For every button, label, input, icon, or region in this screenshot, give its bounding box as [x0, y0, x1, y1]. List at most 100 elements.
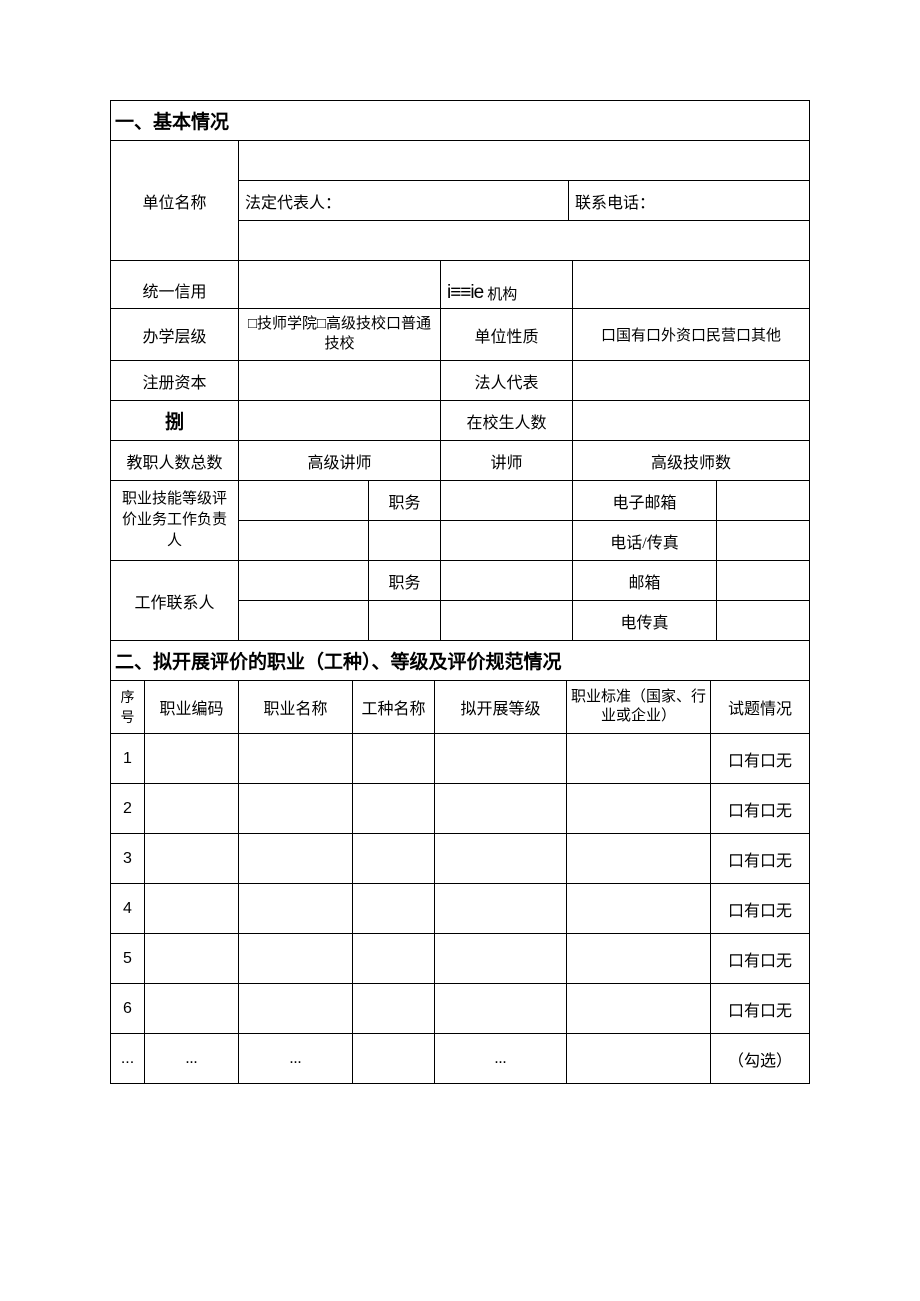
ba-value[interactable]	[239, 401, 441, 441]
col-type: 工种名称	[353, 681, 435, 734]
table-cell-standard[interactable]	[567, 834, 711, 884]
contact-mailbox-value[interactable]	[717, 561, 809, 601]
fax-label: 电传真	[573, 601, 717, 641]
table-cell-seq: 6	[111, 984, 145, 1034]
table-cell-level[interactable]: ...	[435, 1034, 567, 1084]
duty-label-1: 职务	[369, 481, 441, 521]
eval-leader-duty-value[interactable]	[441, 481, 573, 521]
col-code: 职业编码	[145, 681, 239, 734]
table-cell-level[interactable]	[435, 784, 567, 834]
table-cell-standard[interactable]	[567, 784, 711, 834]
table-cell-level[interactable]	[435, 934, 567, 984]
eval-leader-blank3[interactable]	[441, 521, 573, 561]
credit-value[interactable]	[239, 261, 441, 309]
legal-person-value[interactable]	[573, 361, 809, 401]
table-cell-name[interactable]	[239, 984, 353, 1034]
table-cell-name[interactable]	[239, 734, 353, 784]
unit-name-value-top[interactable]	[239, 141, 809, 181]
eval-leader-blank1[interactable]	[239, 521, 369, 561]
table-cell-type[interactable]	[353, 884, 435, 934]
contact-name[interactable]	[239, 561, 369, 601]
table-cell-type[interactable]	[353, 734, 435, 784]
table-row: 2口有口无	[111, 784, 809, 834]
contact-phone-label: 联系电话：	[569, 181, 809, 221]
table-cell-standard[interactable]	[567, 1034, 711, 1084]
eval-leader-blank2[interactable]	[369, 521, 441, 561]
eval-leader-name[interactable]	[239, 481, 369, 521]
contact-label: 工作联系人	[111, 561, 239, 641]
table-cell-exam: 口有口无	[711, 784, 809, 834]
table-row: 6口有口无	[111, 984, 809, 1034]
table-cell-code[interactable]	[145, 984, 239, 1034]
unit-name-label: 单位名称	[111, 141, 239, 261]
students-label: 在校生人数	[441, 401, 573, 441]
contact-fax-value[interactable]	[717, 601, 809, 641]
contact-duty-value[interactable]	[441, 561, 573, 601]
table-cell-name[interactable]	[239, 834, 353, 884]
table-row: 1口有口无	[111, 734, 809, 784]
credit-label: 统一信用	[111, 261, 239, 309]
table-cell-type[interactable]	[353, 984, 435, 1034]
school-level-label: 办学层级	[111, 309, 239, 361]
table-cell-type[interactable]	[353, 834, 435, 884]
table-cell-code[interactable]	[145, 734, 239, 784]
senior-tech-label: 高级技师数	[573, 441, 809, 481]
section2-heading: 二、拟开展评价的职业（工种）、等级及评价规范情况	[111, 641, 809, 681]
table-cell-exam: 口有口无	[711, 834, 809, 884]
phone-fax-label: 电话/传真	[573, 521, 717, 561]
table-row: ............（勾选）	[111, 1034, 809, 1084]
table-cell-name[interactable]: ...	[239, 1034, 353, 1084]
table-cell-standard[interactable]	[567, 934, 711, 984]
table-cell-name[interactable]	[239, 934, 353, 984]
table-cell-name[interactable]	[239, 784, 353, 834]
table-row: 3 口有口无	[111, 834, 809, 884]
school-level-opts[interactable]: □技师学院□高级技校口普通技校	[239, 309, 441, 361]
duty-label-2: 职务	[369, 561, 441, 601]
reg-capital-value[interactable]	[239, 361, 441, 401]
staff-total-label: 教职人数总数	[111, 441, 239, 481]
col-standard: 职业标准（国家、行业或企业）	[567, 681, 711, 734]
unit-name-value-bottom[interactable]	[239, 221, 809, 261]
table-cell-seq: 5	[111, 934, 145, 984]
table-cell-code[interactable]: ...	[145, 1034, 239, 1084]
table-cell-standard[interactable]	[567, 984, 711, 1034]
table-cell-level[interactable]	[435, 984, 567, 1034]
table-body: 1口有口无2口有口无3口有口无4口有口无5口有口无6口有口无..........…	[111, 734, 809, 1084]
col-exam: 试题情况	[711, 681, 809, 734]
table-cell-type[interactable]	[353, 934, 435, 984]
table-cell-standard[interactable]	[567, 734, 711, 784]
contact-blank3[interactable]	[441, 601, 573, 641]
table-cell-code[interactable]	[145, 834, 239, 884]
jigou-value[interactable]	[573, 261, 809, 309]
students-value[interactable]	[573, 401, 809, 441]
table-cell-type[interactable]	[353, 784, 435, 834]
eval-leader-email-value[interactable]	[717, 481, 809, 521]
form-container: 一、基本情况 单位名称 法定代表人： 联系电话： 统一信用 i≡≡ie 机构 办	[110, 100, 810, 1084]
email-label: 电子邮箱	[573, 481, 717, 521]
col-seq: 序号	[111, 681, 145, 734]
contact-blank2[interactable]	[369, 601, 441, 641]
mailbox-label: 邮箱	[573, 561, 717, 601]
table-cell-standard[interactable]	[567, 884, 711, 934]
reg-capital-label: 注册资本	[111, 361, 239, 401]
section1-heading: 一、基本情况	[111, 101, 809, 141]
contact-blank1[interactable]	[239, 601, 369, 641]
unit-nature-label: 单位性质	[441, 309, 573, 361]
table-cell-level[interactable]	[435, 734, 567, 784]
table-cell-level[interactable]	[435, 884, 567, 934]
eval-leader-phonefax-value[interactable]	[717, 521, 809, 561]
table-cell-code[interactable]	[145, 884, 239, 934]
table-row: 4口有口无	[111, 884, 809, 934]
table-cell-name[interactable]	[239, 884, 353, 934]
legal-person-label: 法人代表	[441, 361, 573, 401]
jigou-label: 机构	[487, 283, 517, 304]
table-cell-code[interactable]	[145, 784, 239, 834]
table-cell-seq: 3	[111, 834, 145, 884]
unit-nature-opts[interactable]: 口国有口外资口民营口其他	[573, 309, 809, 361]
table-cell-type[interactable]	[353, 1034, 435, 1084]
table-cell-code[interactable]	[145, 934, 239, 984]
table-cell-exam: （勾选）	[711, 1034, 809, 1084]
col-level: 拟开展等级	[435, 681, 567, 734]
table-cell-level[interactable]	[435, 834, 567, 884]
table-cell-exam: 口有口无	[711, 934, 809, 984]
